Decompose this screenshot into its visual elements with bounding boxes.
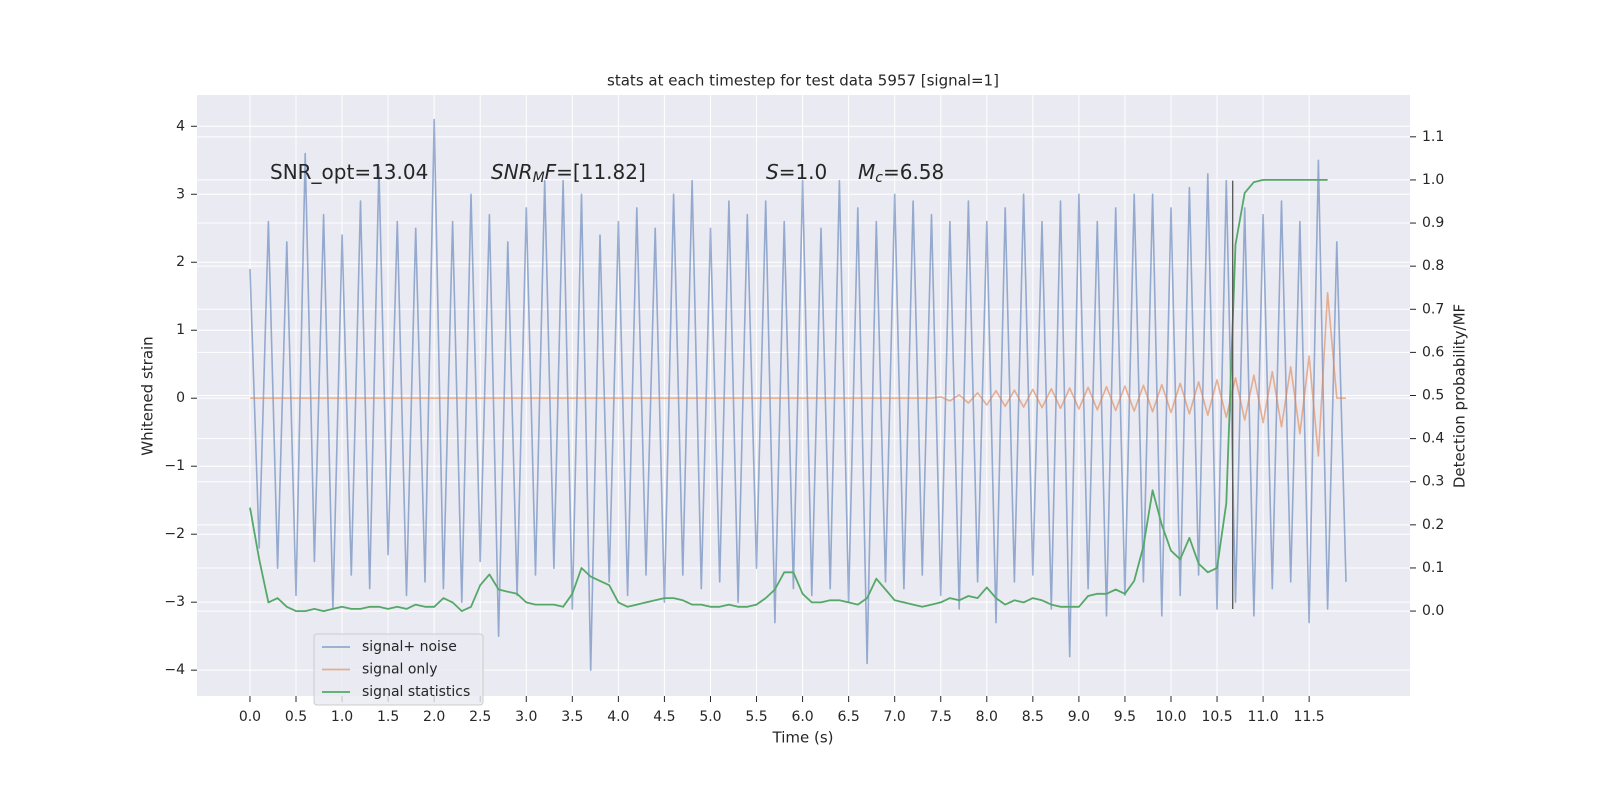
x-tick-label: 4.0 [607,709,629,725]
annotation: S=1.0 [766,160,827,184]
annotation-part: S [766,160,779,184]
y2-tick-label: 0.6 [1422,344,1444,360]
x-tick-label: 7.5 [930,709,952,725]
y2-tick-label: 0.9 [1422,215,1444,231]
annotation-part: c [875,170,883,186]
y-tick-label: 1 [176,322,185,338]
y-axis-label: Whitened strain [139,336,157,455]
x-tick-label: 3.0 [515,709,537,725]
y2-axis-label: Detection probability/MF [1451,304,1469,488]
legend-label: signal+ noise [362,639,457,655]
y-tick-label: −2 [164,526,185,542]
series-line [249,179,1328,612]
x-tick-label: 0.0 [239,709,261,725]
x-tick-label: 3.5 [561,709,583,725]
annotation-part: F [545,160,557,184]
y2-tick-label: 0.4 [1422,431,1444,447]
x-tick-label: 5.0 [699,709,721,725]
legend-label: signal only [362,662,437,678]
annotation-part: =6.58 [883,160,944,184]
x-tick-label: 8.0 [976,709,998,725]
y-tick-label: 3 [176,186,185,202]
annotation-part: M [858,160,875,184]
x-tick-label: 9.5 [1114,709,1136,725]
annotation-part: SNR [491,160,533,184]
y2-tick-label: 0.1 [1422,560,1444,576]
x-tick-label: 6.5 [837,709,859,725]
y-tick-label: 0 [176,390,185,406]
x-tick-label: 6.0 [791,709,813,725]
chart-title: stats at each timestep for test data 595… [607,72,999,90]
x-tick-label: 11.0 [1248,709,1279,725]
x-tick-label: 4.5 [653,709,675,725]
y-tick-label: 4 [176,118,185,134]
x-tick-label: 1.5 [377,709,399,725]
x-tick-label: 11.5 [1294,709,1325,725]
x-tick-label: 7.0 [884,709,906,725]
annotation: SNRMF=[11.82] [491,160,646,187]
series-line [249,118,1347,671]
annotation: Mc=6.58 [858,160,944,187]
x-tick-label: 8.5 [1022,709,1044,725]
y2-tick-label: 0.2 [1422,517,1444,533]
x-tick-label: 2.0 [423,709,445,725]
y2-tick-label: 0.3 [1422,474,1444,490]
x-tick-label: 10.0 [1155,709,1186,725]
legend-box [313,633,484,706]
y-tick-label: −1 [164,458,185,474]
annotation-part: =1.0 [779,160,828,184]
y2-tick-label: 1.0 [1422,172,1444,188]
x-tick-label: 5.5 [745,709,767,725]
annotation-part: M [533,170,545,186]
y-tick-label: −3 [164,594,185,610]
x-axis-label: Time (s) [772,729,834,747]
x-tick-label: 1.0 [331,709,353,725]
x-tick-label: 9.0 [1068,709,1090,725]
y2-tick-label: 0.0 [1422,603,1444,619]
x-tick-label: 0.5 [285,709,307,725]
x-tick-label: 2.5 [469,709,491,725]
y2-tick-label: 1.1 [1422,129,1444,145]
y2-tick-label: 0.5 [1422,388,1444,404]
annotation: SNR_opt=13.04 [270,160,428,184]
y-tick-label: 2 [176,254,185,270]
annotation-part: =[11.82] [556,160,646,184]
y-tick-label: −4 [164,662,185,678]
y2-tick-label: 0.7 [1422,301,1444,317]
x-tick-label: 10.5 [1201,709,1232,725]
y2-tick-label: 0.8 [1422,258,1444,274]
series-line [250,292,1346,457]
legend-label: signal statistics [362,684,470,700]
annotation-part: SNR_opt=13.04 [270,160,428,184]
